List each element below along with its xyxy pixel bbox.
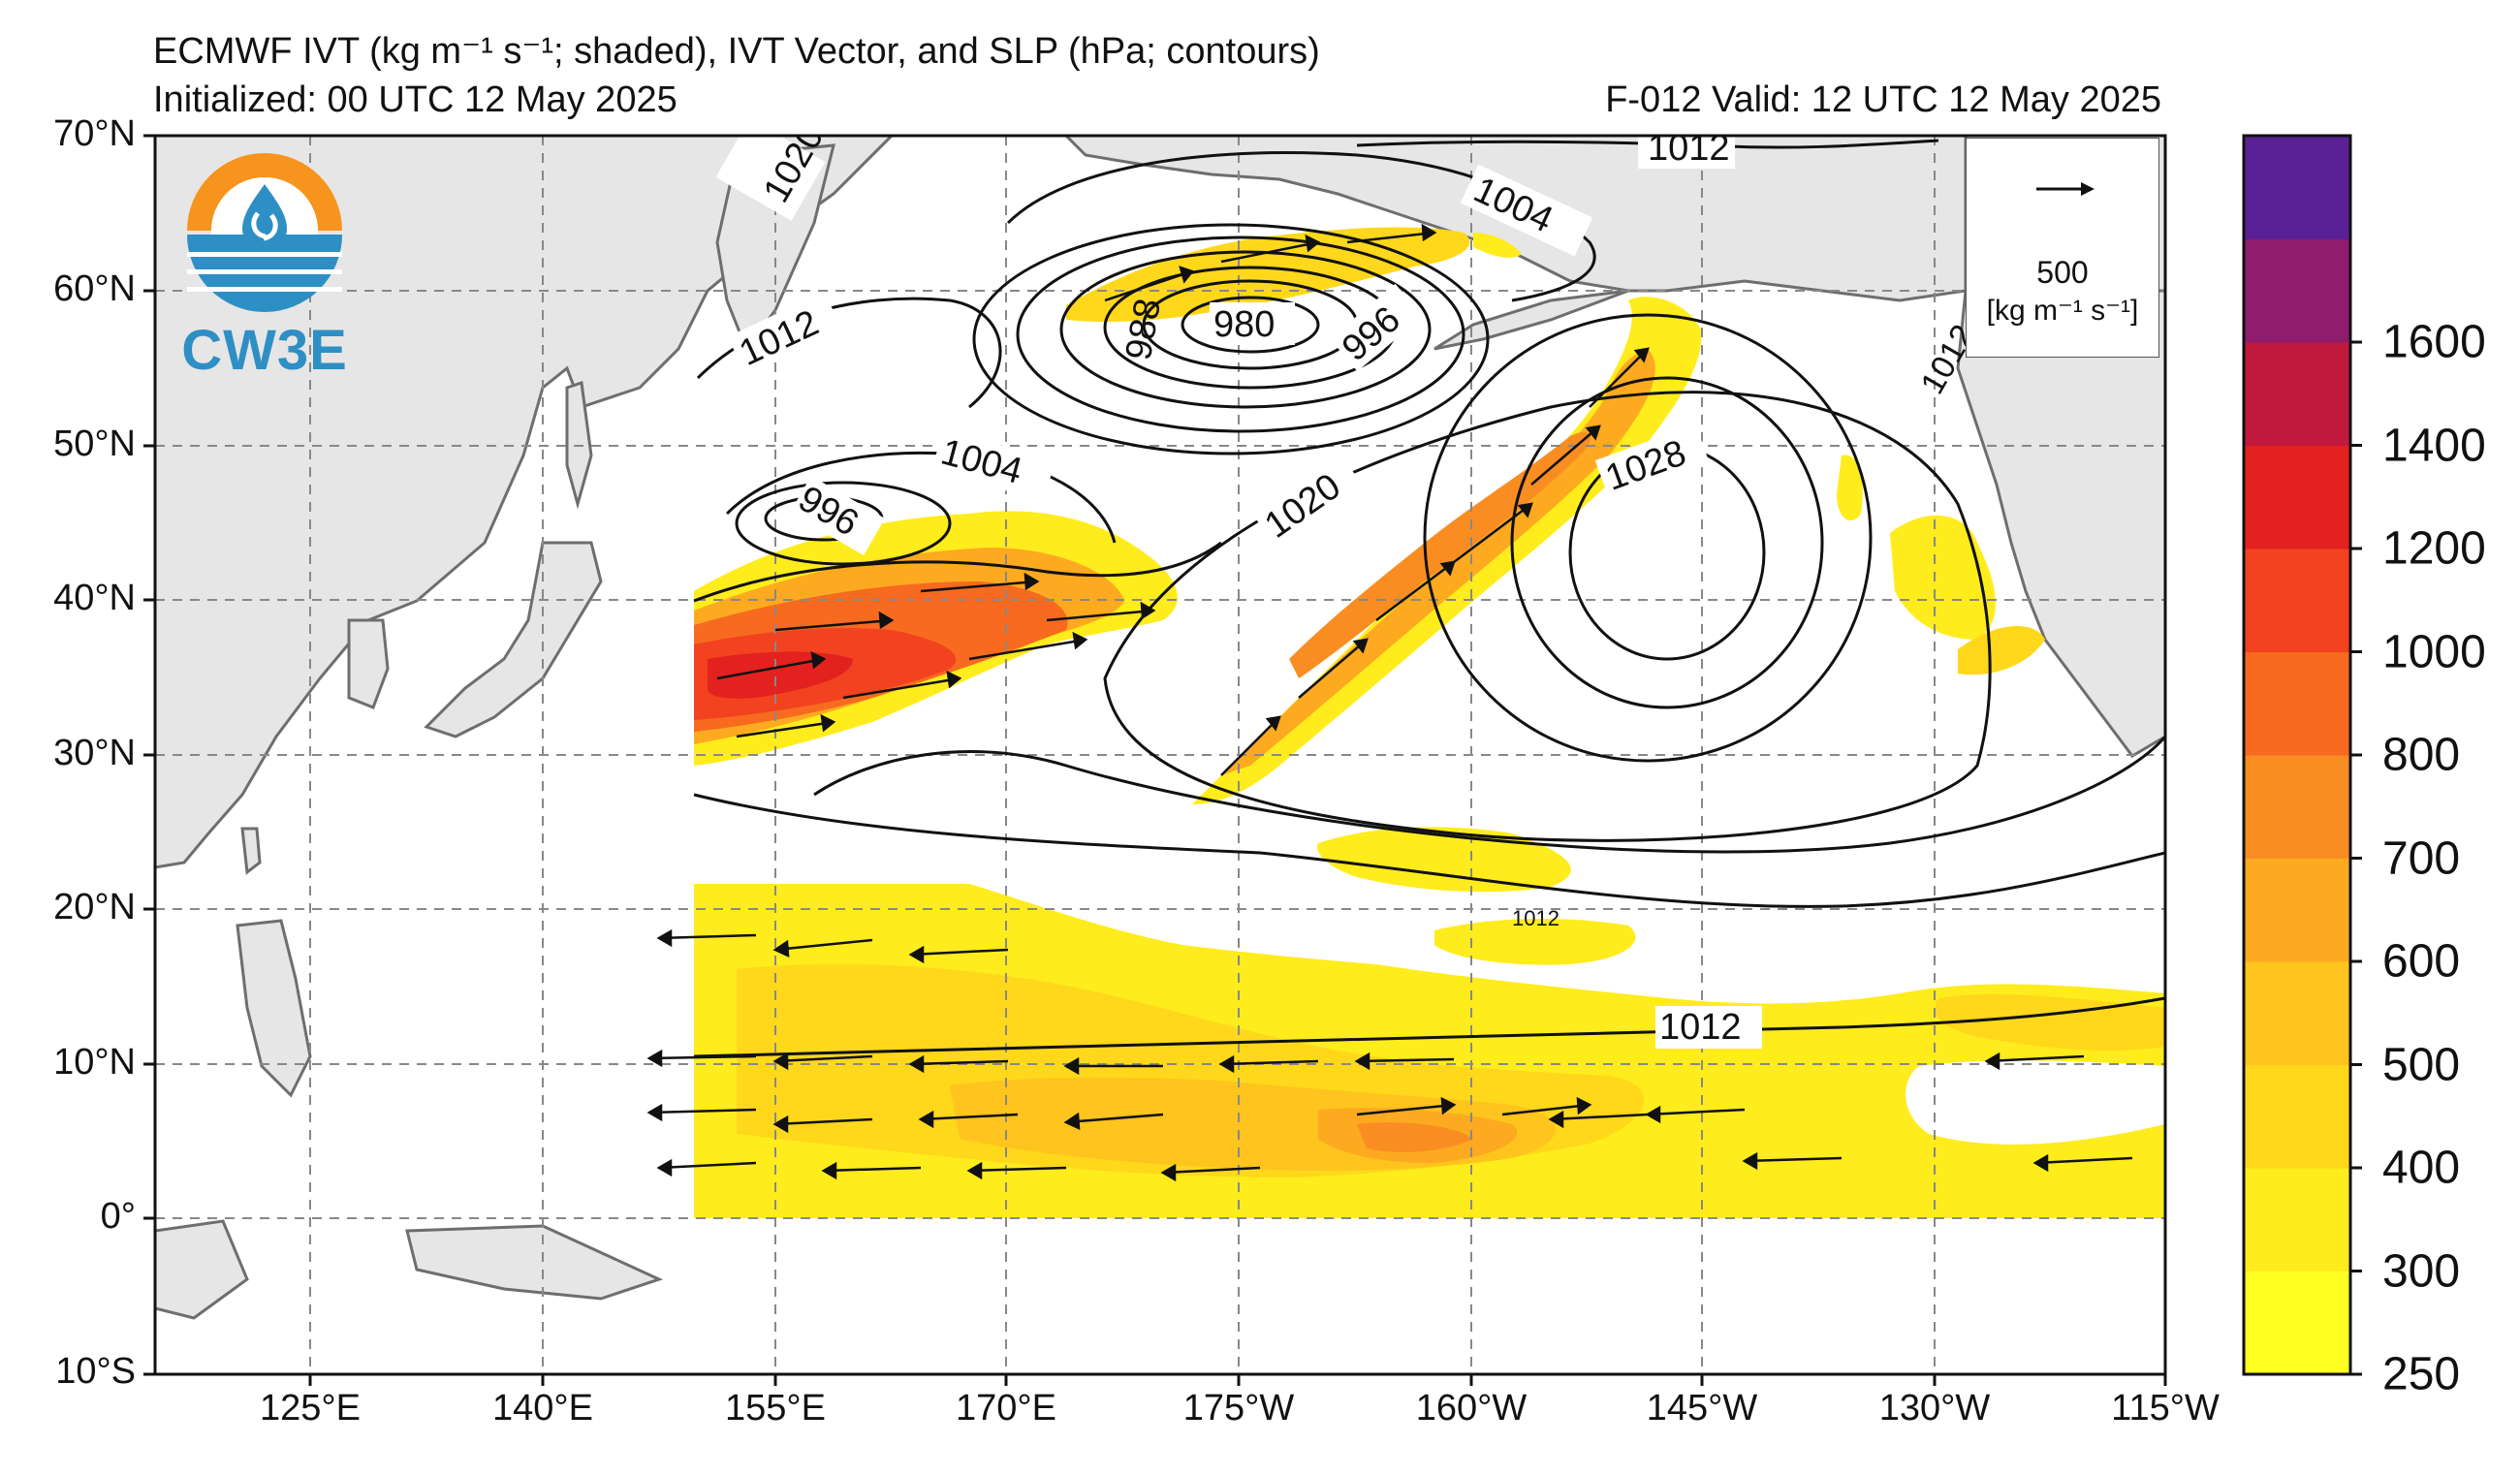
- slp-label-1012-small: 1012: [1512, 906, 1559, 930]
- philippines: [236, 919, 312, 1098]
- colorbar-segment: [2244, 1064, 2350, 1169]
- init-time: Initialized: 00 UTC 12 May 2025: [153, 79, 677, 120]
- colorbar-segment: [2244, 1271, 2350, 1375]
- reference-vector-box: 500 [kg m⁻¹ s⁻¹]: [1966, 138, 2159, 358]
- japan: [424, 541, 603, 738]
- ivt-tropical-core2: [1357, 1122, 1473, 1152]
- lat-label-0: 0°: [100, 1196, 136, 1237]
- valid-time: F-012 Valid: 12 UTC 12 May 2025: [1605, 79, 2161, 120]
- ivt-subtrop-2: [1434, 919, 1636, 965]
- slp-1012-west: [693, 541, 1222, 603]
- slp-label-1012-tropics: 1012: [1659, 1007, 1742, 1048]
- lat-label-10s: 10°S: [55, 1351, 136, 1392]
- slp-1012-south: [813, 736, 2165, 854]
- ivt-westcoast-1: [1837, 455, 1863, 521]
- colorbar-label: 1000: [2382, 626, 2486, 677]
- lat-label-20n: 20°N: [53, 887, 136, 927]
- slp-1012-tropics: [693, 996, 2165, 1058]
- cw3e-logo-text: CW3E: [181, 319, 348, 382]
- ar-central-mid: [1221, 349, 1655, 775]
- slp-1020-mid: [1103, 391, 1992, 842]
- lat-label-30n: 30°N: [53, 733, 136, 773]
- lon-label-155e: 155°E: [725, 1388, 826, 1429]
- colorbar-label: 700: [2382, 832, 2461, 884]
- colorbar-label: 400: [2382, 1142, 2461, 1194]
- high-ring-3: [1423, 313, 1873, 763]
- cw3e-logo: CW3E: [173, 145, 357, 388]
- lon-label-130w: 130°W: [1878, 1388, 1991, 1429]
- ivt-gulf: [1473, 233, 1522, 258]
- slp-label-980: 980: [1213, 304, 1275, 345]
- colorbar-segment: [2244, 342, 2350, 446]
- ivt-vectors: [646, 223, 2133, 1182]
- reference-arrow-icon: [2036, 182, 2095, 196]
- colorbar-label: 500: [2382, 1039, 2461, 1090]
- ar-central-outer: [1192, 297, 1702, 804]
- sakhalin: [565, 381, 593, 510]
- colorbar-segment: [2244, 238, 2350, 343]
- colorbar-segment: [2244, 549, 2350, 652]
- low-west-ring-2: [735, 481, 952, 566]
- axis-ticks: [143, 134, 2167, 1386]
- colorbar: [2242, 134, 2362, 1376]
- lon-label-140e: 140°E: [492, 1388, 593, 1429]
- colorbar-label: 1600: [2382, 316, 2486, 368]
- korea: [347, 618, 390, 709]
- low-bering-ring-5: [1016, 236, 1465, 433]
- reference-vector-unit: [kg m⁻¹ s⁻¹]: [1986, 295, 2139, 327]
- colorbar-segment: [2244, 961, 2350, 1065]
- ivt-subtrop-1: [1317, 827, 1571, 893]
- colorbar-segment: [2244, 858, 2350, 962]
- slp-1004-bering: [1006, 151, 1596, 302]
- ivt-westcoast-2: [1890, 515, 1996, 640]
- ivt-westcoast-3: [1958, 626, 2045, 675]
- map-title: ECMWF IVT (kg m⁻¹ s⁻¹; shaded), IVT Vect…: [153, 31, 1320, 72]
- ar-central-core: [1289, 432, 1591, 678]
- lat-label-70n: 70°N: [53, 113, 136, 154]
- lon-label-160w: 160°W: [1415, 1388, 1528, 1429]
- colorbar-segment: [2244, 1168, 2350, 1272]
- low-bering-ring-4: [1059, 250, 1432, 409]
- lat-label-50n: 50°N: [53, 424, 136, 464]
- high-ring-2: [1510, 376, 1824, 709]
- taiwan: [240, 827, 262, 875]
- colorbar-segment: [2244, 755, 2350, 859]
- colorbar-segment: [2244, 651, 2350, 756]
- slp-label-1020-north: 1012: [1648, 128, 1730, 169]
- colorbar-segment: [2244, 445, 2350, 550]
- lon-label-125e: 125°E: [260, 1388, 361, 1429]
- reference-vector-value: 500: [2036, 255, 2089, 290]
- low-bering-ring-1: [1181, 296, 1320, 354]
- colorbar-label: 800: [2382, 729, 2461, 781]
- ivt-gap-east: [1906, 1060, 2165, 1145]
- colorbar-segment: [2244, 136, 2350, 239]
- slp-1012-south-2: [693, 793, 2165, 908]
- alaska-peninsula: [1433, 289, 1629, 351]
- lat-label-60n: 60°N: [53, 268, 136, 309]
- colorbar-label: 600: [2382, 935, 2461, 988]
- low-bering-ring-6: [972, 223, 1490, 455]
- colorbar-label: 1200: [2382, 522, 2486, 575]
- colorbar-label: 250: [2382, 1348, 2461, 1400]
- cw3e-logo-icon: [187, 153, 342, 312]
- lat-label-40n: 40°N: [53, 578, 136, 618]
- lon-label-170e: 170°E: [956, 1388, 1056, 1429]
- colorbar-label: 1400: [2382, 420, 2486, 471]
- lon-label-145w: 145°W: [1646, 1388, 1758, 1429]
- lon-label-115w: 115°W: [2111, 1388, 2220, 1429]
- lat-label-10n: 10°N: [53, 1042, 136, 1083]
- lon-label-175w: 175°W: [1182, 1388, 1295, 1429]
- colorbar-label: 300: [2382, 1245, 2461, 1297]
- borneo: [155, 1219, 249, 1320]
- ivt-shading: [694, 227, 2165, 1218]
